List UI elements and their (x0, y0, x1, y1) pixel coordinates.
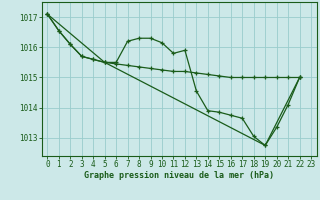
X-axis label: Graphe pression niveau de la mer (hPa): Graphe pression niveau de la mer (hPa) (84, 171, 274, 180)
